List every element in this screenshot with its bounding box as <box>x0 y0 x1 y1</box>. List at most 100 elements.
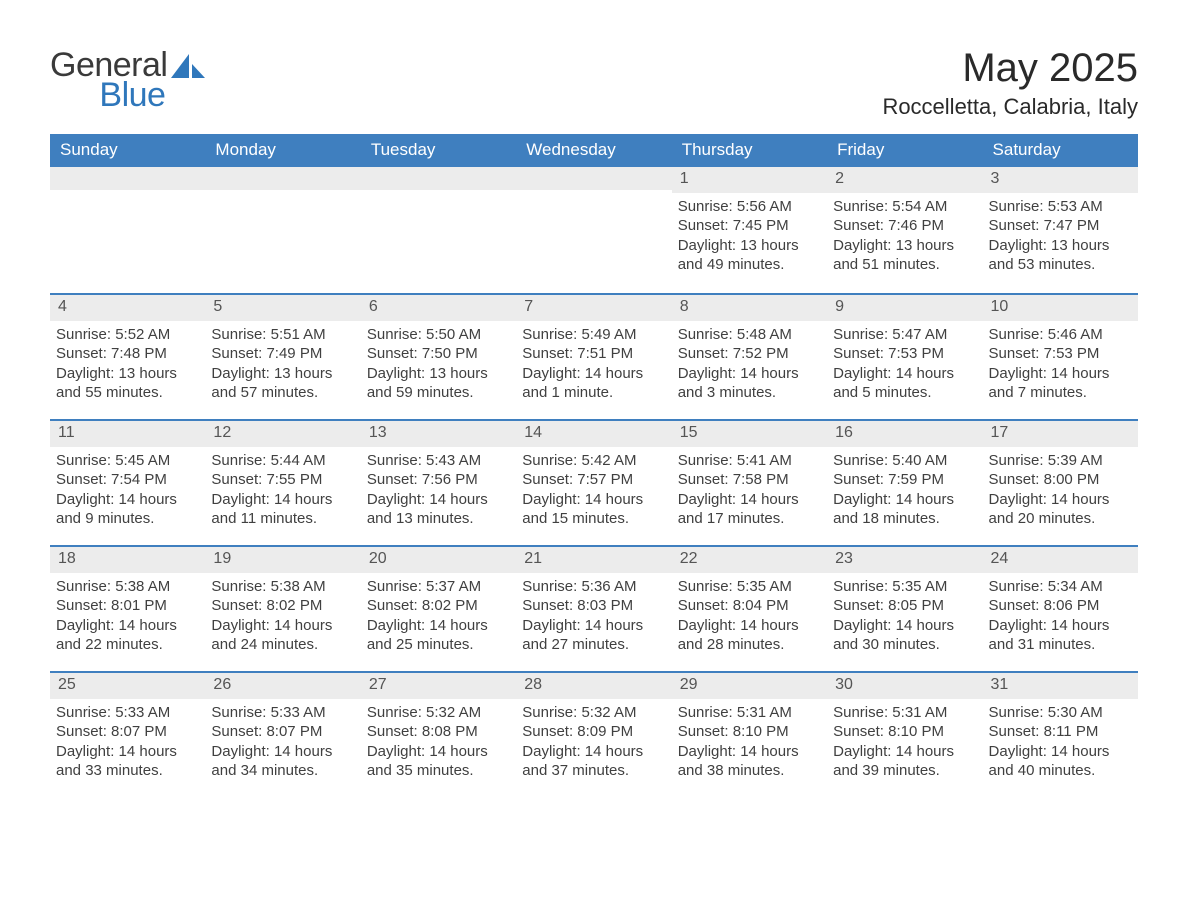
day-cell: 30Sunrise: 5:31 AMSunset: 8:10 PMDayligh… <box>827 673 982 797</box>
day-number: 14 <box>516 421 671 447</box>
day-cell: 5Sunrise: 5:51 AMSunset: 7:49 PMDaylight… <box>205 295 360 419</box>
sunrise-line: Sunrise: 5:49 AM <box>522 325 665 345</box>
day-cell <box>50 167 205 293</box>
daylight-line: Daylight: 14 hours and 37 minutes. <box>522 742 665 781</box>
sunrise-line: Sunrise: 5:34 AM <box>989 577 1132 597</box>
daylight-line: Daylight: 14 hours and 13 minutes. <box>367 490 510 529</box>
day-number: 5 <box>205 295 360 321</box>
daylight-line: Daylight: 14 hours and 22 minutes. <box>56 616 199 655</box>
daylight-line: Daylight: 14 hours and 35 minutes. <box>367 742 510 781</box>
sunset-line: Sunset: 7:52 PM <box>678 344 821 364</box>
sunset-line: Sunset: 8:02 PM <box>211 596 354 616</box>
sunset-line: Sunset: 7:57 PM <box>522 470 665 490</box>
month-title: May 2025 <box>882 48 1138 88</box>
week-row: 11Sunrise: 5:45 AMSunset: 7:54 PMDayligh… <box>50 419 1138 545</box>
sunrise-line: Sunrise: 5:46 AM <box>989 325 1132 345</box>
sunrise-line: Sunrise: 5:30 AM <box>989 703 1132 723</box>
sunset-line: Sunset: 7:51 PM <box>522 344 665 364</box>
dow-cell: Sunday <box>50 134 205 167</box>
sunset-line: Sunset: 8:10 PM <box>833 722 976 742</box>
day-cell: 27Sunrise: 5:32 AMSunset: 8:08 PMDayligh… <box>361 673 516 797</box>
logo-sail-icon <box>171 50 207 80</box>
sunrise-line: Sunrise: 5:31 AM <box>833 703 976 723</box>
daylight-line: Daylight: 13 hours and 49 minutes. <box>678 236 821 275</box>
day-cell: 26Sunrise: 5:33 AMSunset: 8:07 PMDayligh… <box>205 673 360 797</box>
page: General Blue May 2025 Roccelletta, Calab… <box>0 0 1188 837</box>
sunset-line: Sunset: 8:11 PM <box>989 722 1132 742</box>
day-cell: 24Sunrise: 5:34 AMSunset: 8:06 PMDayligh… <box>983 547 1138 671</box>
calendar: SundayMondayTuesdayWednesdayThursdayFrid… <box>50 134 1138 797</box>
day-cell: 28Sunrise: 5:32 AMSunset: 8:09 PMDayligh… <box>516 673 671 797</box>
day-number: 6 <box>361 295 516 321</box>
sunrise-line: Sunrise: 5:39 AM <box>989 451 1132 471</box>
day-cell: 3Sunrise: 5:53 AMSunset: 7:47 PMDaylight… <box>983 167 1138 293</box>
sunrise-line: Sunrise: 5:41 AM <box>678 451 821 471</box>
day-number: 8 <box>672 295 827 321</box>
day-number: 3 <box>983 167 1138 193</box>
day-cell: 20Sunrise: 5:37 AMSunset: 8:02 PMDayligh… <box>361 547 516 671</box>
daylight-line: Daylight: 14 hours and 9 minutes. <box>56 490 199 529</box>
day-cell: 19 Sunrise: 5:38 AMSunset: 8:02 PMDayligh… <box>205 547 360 671</box>
daylight-line: Daylight: 14 hours and 27 minutes. <box>522 616 665 655</box>
sunrise-line: Sunrise: 5:44 AM <box>211 451 354 471</box>
day-number: 20 <box>361 547 516 573</box>
dow-cell: Wednesday <box>516 134 671 167</box>
sunrise-line: Sunrise: 5:51 AM <box>211 325 354 345</box>
day-number: 12 <box>205 421 360 447</box>
header: General Blue May 2025 Roccelletta, Calab… <box>50 48 1138 128</box>
sunrise-line: Sunrise: 5:56 AM <box>678 197 821 217</box>
sunset-line: Sunset: 7:54 PM <box>56 470 199 490</box>
sunrise-line: Sunrise: 5:35 AM <box>678 577 821 597</box>
sunset-line: Sunset: 8:02 PM <box>367 596 510 616</box>
day-cell: 8Sunrise: 5:48 AMSunset: 7:52 PMDaylight… <box>672 295 827 419</box>
daylight-line: Daylight: 14 hours and 7 minutes. <box>989 364 1132 403</box>
day-cell: 22Sunrise: 5:35 AMSunset: 8:04 PMDayligh… <box>672 547 827 671</box>
day-number: 21 <box>516 547 671 573</box>
day-cell <box>361 167 516 293</box>
day-cell: 23Sunrise: 5:35 AMSunset: 8:05 PMDayligh… <box>827 547 982 671</box>
weeks-container: 1Sunrise: 5:56 AMSunset: 7:45 PMDaylight… <box>50 167 1138 797</box>
sunrise-line: Sunrise: 5:35 AM <box>833 577 976 597</box>
day-cell: 21Sunrise: 5:36 AMSunset: 8:03 PMDayligh… <box>516 547 671 671</box>
day-cell: 16Sunrise: 5:40 AMSunset: 7:59 PMDayligh… <box>827 421 982 545</box>
day-cell: 13Sunrise: 5:43 AMSunset: 7:56 PMDayligh… <box>361 421 516 545</box>
sunset-line: Sunset: 8:10 PM <box>678 722 821 742</box>
daylight-line: Daylight: 14 hours and 11 minutes. <box>211 490 354 529</box>
sunset-line: Sunset: 7:59 PM <box>833 470 976 490</box>
sunset-line: Sunset: 7:55 PM <box>211 470 354 490</box>
day-cell: 12 Sunrise: 5:44 AMSunset: 7:55 PMDayligh… <box>205 421 360 545</box>
day-number: 9 <box>827 295 982 321</box>
sunset-line: Sunset: 7:53 PM <box>989 344 1132 364</box>
week-row: 1Sunrise: 5:56 AMSunset: 7:45 PMDaylight… <box>50 167 1138 293</box>
sunrise-line: Sunrise: 5:38 AM <box>56 577 199 597</box>
sunrise-line: Sunrise: 5:31 AM <box>678 703 821 723</box>
daylight-line: Daylight: 13 hours and 55 minutes. <box>56 364 199 403</box>
sunset-line: Sunset: 7:45 PM <box>678 216 821 236</box>
day-number: 15 <box>672 421 827 447</box>
day-cell: 10 Sunrise: 5:46 AMSunset: 7:53 PMDayligh… <box>983 295 1138 419</box>
day-number: 19 <box>205 547 360 573</box>
sunset-line: Sunset: 8:07 PM <box>211 722 354 742</box>
daylight-line: Daylight: 14 hours and 24 minutes. <box>211 616 354 655</box>
daylight-line: Daylight: 13 hours and 59 minutes. <box>367 364 510 403</box>
sunset-line: Sunset: 8:09 PM <box>522 722 665 742</box>
day-number: 31 <box>983 673 1138 699</box>
daylight-line: Daylight: 14 hours and 30 minutes. <box>833 616 976 655</box>
daylight-line: Daylight: 14 hours and 20 minutes. <box>989 490 1132 529</box>
sunrise-line: Sunrise: 5:38 AM <box>211 577 354 597</box>
daylight-line: Daylight: 14 hours and 15 minutes. <box>522 490 665 529</box>
daylight-line: Daylight: 14 hours and 25 minutes. <box>367 616 510 655</box>
week-row: 4Sunrise: 5:52 AMSunset: 7:48 PMDaylight… <box>50 293 1138 419</box>
day-number: 16 <box>827 421 982 447</box>
sunrise-line: Sunrise: 5:33 AM <box>56 703 199 723</box>
daylight-line: Daylight: 13 hours and 53 minutes. <box>989 236 1132 275</box>
empty-daynum-bar <box>516 167 671 190</box>
daylight-line: Daylight: 14 hours and 39 minutes. <box>833 742 976 781</box>
day-number: 10 <box>983 295 1138 321</box>
day-number: 29 <box>672 673 827 699</box>
sunrise-line: Sunrise: 5:47 AM <box>833 325 976 345</box>
sunset-line: Sunset: 8:01 PM <box>56 596 199 616</box>
day-number: 27 <box>361 673 516 699</box>
daylight-line: Daylight: 13 hours and 57 minutes. <box>211 364 354 403</box>
week-row: 25Sunrise: 5:33 AMSunset: 8:07 PMDayligh… <box>50 671 1138 797</box>
